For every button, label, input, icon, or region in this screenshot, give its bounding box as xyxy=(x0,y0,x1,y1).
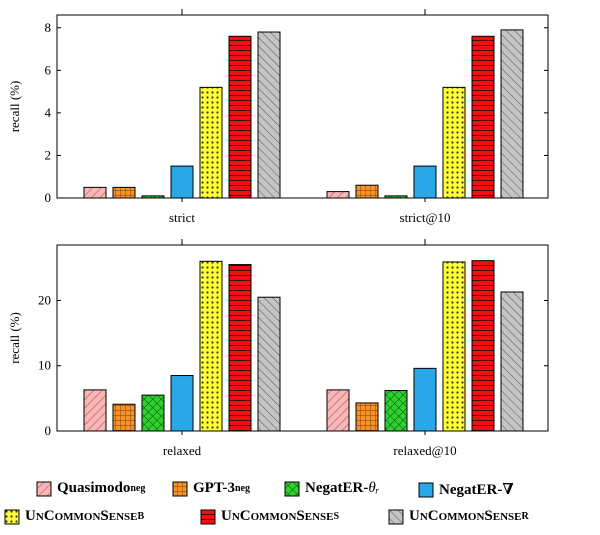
plots-layer: 0 2 4 6 8 recall (%) strict strict@10 0 10 20 recal… xyxy=(7,9,549,458)
bar xyxy=(326,191,350,199)
y-axis-label: recall (%) xyxy=(7,312,22,364)
legend-label-sup: neg xyxy=(234,483,250,494)
bar xyxy=(170,165,194,199)
y-tick-label: 6 xyxy=(45,62,52,77)
bar xyxy=(170,375,194,432)
bar xyxy=(500,291,524,432)
legend-swatch xyxy=(418,482,434,498)
legend-swatch xyxy=(200,509,216,525)
bar xyxy=(228,264,252,432)
bar xyxy=(83,186,107,199)
chart-panel-1: 0 2 4 6 8 recall (%) strict strict@10 xyxy=(7,9,549,225)
bar xyxy=(199,86,223,199)
legend-label-suffix: θᵣ xyxy=(368,480,380,496)
bar xyxy=(355,402,379,432)
plot-frame xyxy=(56,244,549,432)
y-tick-label: 2 xyxy=(45,147,52,162)
legend-label: Quasimodo xyxy=(57,480,131,496)
legend-label: UnCommonSense xyxy=(25,508,138,524)
legend-swatch xyxy=(36,481,52,497)
bar xyxy=(83,389,107,432)
legend-swatch xyxy=(284,481,300,497)
legend-item: NegatER-θᵣ xyxy=(284,480,379,497)
legend-row-1: Quasimodo neg GPT-3 neg xyxy=(0,480,600,506)
bar xyxy=(228,35,252,199)
y-tick-label: 0 xyxy=(45,423,52,438)
legend-label-sup: S xyxy=(333,511,340,522)
bar xyxy=(384,390,408,432)
bar xyxy=(442,261,466,432)
bar xyxy=(413,367,437,432)
legend-item: Quasimodo neg xyxy=(36,480,145,497)
legend-label-sup: B xyxy=(137,511,145,522)
bar xyxy=(355,184,379,199)
legend-label: UnCommonSense xyxy=(409,508,522,524)
legend-item: NegatER-∇ xyxy=(418,480,514,499)
legend-label: GPT-3 xyxy=(193,480,235,496)
bar xyxy=(199,260,223,432)
y-tick-label: 4 xyxy=(45,105,52,120)
legend-item: GPT-3 neg xyxy=(172,480,250,497)
x-category-label: strict@10 xyxy=(400,210,451,225)
legend-item: UnCommonSense B xyxy=(4,508,144,525)
y-tick-label: 20 xyxy=(38,292,51,307)
bar xyxy=(112,403,136,432)
legend-swatch xyxy=(4,509,20,525)
bar xyxy=(442,86,466,199)
bar xyxy=(112,186,136,199)
bar xyxy=(141,195,165,199)
legend-item: UnCommonSense S xyxy=(200,508,339,525)
legend-swatch xyxy=(388,509,404,525)
x-category-label: relaxed@10 xyxy=(393,443,456,458)
legend-item: UnCommonSense R xyxy=(388,508,529,525)
x-category-label: relaxed xyxy=(163,443,202,458)
bar xyxy=(471,35,495,199)
bar xyxy=(326,389,350,432)
y-tick-label: 8 xyxy=(45,20,52,35)
y-tick-label: 0 xyxy=(45,190,52,205)
x-category-label: strict xyxy=(169,210,195,225)
bar xyxy=(384,195,408,199)
bar xyxy=(471,260,495,432)
legend-label-sup: R xyxy=(521,511,529,522)
legend-row-2: UnCommonSense B UnCommonSense S xyxy=(0,508,600,534)
bar xyxy=(141,394,165,432)
legend-label: NegatER- xyxy=(305,480,369,496)
bar xyxy=(500,29,524,199)
legend-swatch xyxy=(172,481,188,497)
legend-label-sup: neg xyxy=(130,483,146,494)
bar xyxy=(257,31,281,199)
legend-label: NegatER-∇ xyxy=(439,482,514,498)
bar xyxy=(257,296,281,432)
bar xyxy=(413,165,437,199)
y-axis-label: recall (%) xyxy=(7,81,22,133)
legend-label: UnCommonSense xyxy=(221,508,334,524)
plot-frame xyxy=(56,14,549,199)
chart-panel-2: 0 10 20 recall (%) relaxed relaxed@10 xyxy=(7,239,549,458)
y-tick-label: 10 xyxy=(38,358,51,373)
